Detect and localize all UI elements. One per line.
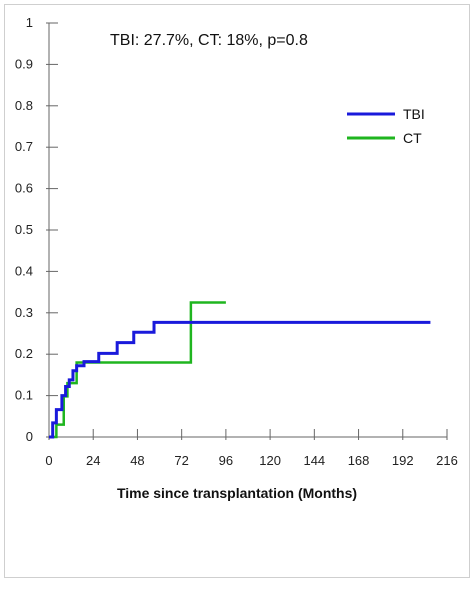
y-tick-label: 0.5 bbox=[15, 222, 33, 237]
x-axis: 0 24 48 72 96 120 144 168 192 216 bbox=[45, 429, 458, 468]
x-tick-label: 0 bbox=[45, 453, 52, 468]
x-tick-label: 72 bbox=[174, 453, 188, 468]
x-axis-label: Time since transplantation (Months) bbox=[117, 485, 357, 501]
x-tick-label: 168 bbox=[348, 453, 370, 468]
series-line-ct bbox=[49, 301, 226, 439]
y-tick-label: 0.8 bbox=[15, 98, 33, 113]
y-tick-label: 0.4 bbox=[15, 263, 33, 278]
y-tick-label: 0.2 bbox=[15, 346, 33, 361]
y-axis: 0 0.1 0.2 0.3 0.4 0.5 0.6 0.7 0.8 0.9 1 bbox=[15, 15, 58, 444]
series-layer bbox=[49, 301, 431, 439]
series-line-tbi bbox=[49, 320, 431, 439]
chart-annotation: TBI: 27.7%, CT: 18%, p=0.8 bbox=[110, 32, 308, 49]
y-tick-label: 0.3 bbox=[15, 305, 33, 320]
x-tick-label: 48 bbox=[130, 453, 144, 468]
x-tick-label: 120 bbox=[259, 453, 281, 468]
legend: TBI CT bbox=[347, 106, 425, 146]
legend-label-ct: CT bbox=[403, 130, 422, 146]
y-tick-label: 0.9 bbox=[15, 56, 33, 71]
y-tick-label: 0 bbox=[26, 429, 33, 444]
y-tick-label: 0.7 bbox=[15, 139, 33, 154]
x-tick-label: 144 bbox=[303, 453, 325, 468]
x-tick-label: 24 bbox=[86, 453, 100, 468]
x-tick-label: 216 bbox=[436, 453, 458, 468]
y-tick-label: 0.1 bbox=[15, 388, 33, 403]
x-tick-label: 192 bbox=[392, 453, 414, 468]
chart-frame bbox=[4, 4, 470, 578]
y-tick-label: 1 bbox=[26, 15, 33, 30]
legend-label-tbi: TBI bbox=[403, 106, 425, 122]
x-tick-label: 96 bbox=[219, 453, 233, 468]
y-tick-label: 0.6 bbox=[15, 181, 33, 196]
